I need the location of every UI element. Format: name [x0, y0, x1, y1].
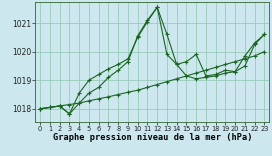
X-axis label: Graphe pression niveau de la mer (hPa): Graphe pression niveau de la mer (hPa)	[52, 133, 252, 142]
